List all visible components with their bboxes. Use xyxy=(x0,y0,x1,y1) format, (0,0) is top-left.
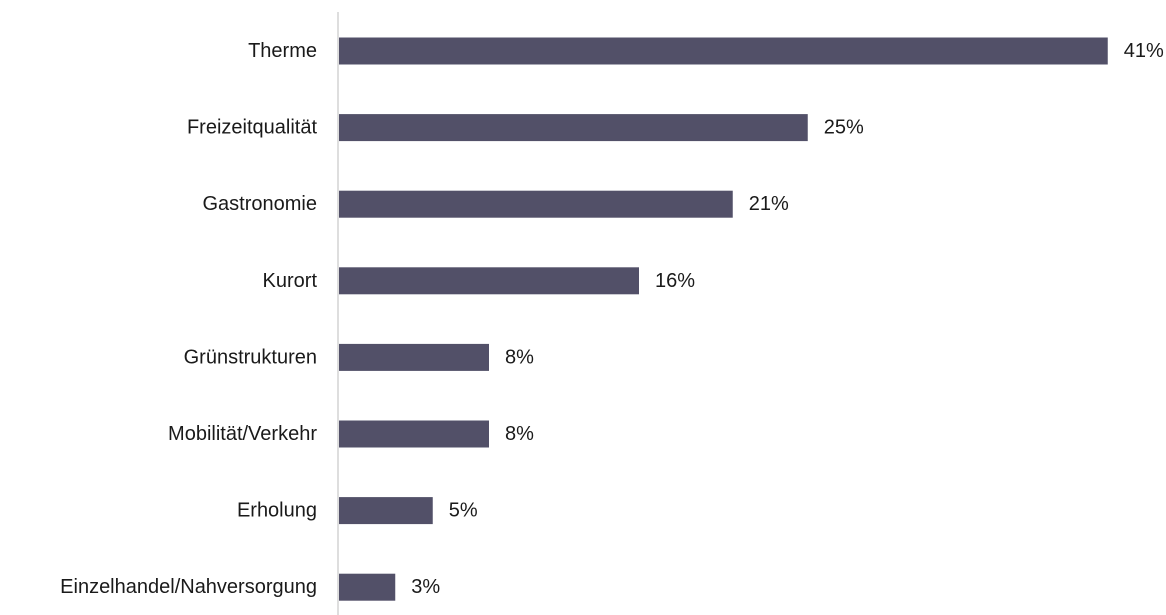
bar xyxy=(339,37,1108,65)
category-label: Kurort xyxy=(263,270,318,292)
value-label: 5% xyxy=(449,500,478,522)
category-label: Therme xyxy=(248,40,317,62)
value-label: 41% xyxy=(1124,40,1164,62)
value-label: 8% xyxy=(505,346,534,368)
value-label: 25% xyxy=(824,117,864,139)
bar xyxy=(339,114,808,142)
bar xyxy=(339,190,733,218)
category-label: Mobilität/Verkehr xyxy=(168,423,317,445)
value-label: 3% xyxy=(411,576,440,598)
category-label: Gastronomie xyxy=(203,193,318,215)
category-label: Erholung xyxy=(237,500,317,522)
bar xyxy=(339,420,489,448)
bars-layer: Therme 41% Freizeitqualität 25% Gastronomie 2… xyxy=(60,37,1164,601)
value-label: 16% xyxy=(655,270,695,292)
bar xyxy=(339,267,639,295)
bar xyxy=(339,497,433,525)
category-label: Einzelhandel/Nahversorgung xyxy=(60,576,317,598)
value-label: 8% xyxy=(505,423,534,445)
bar xyxy=(339,343,489,371)
category-label: Freizeitqualität xyxy=(187,117,318,139)
bar xyxy=(339,573,396,601)
category-label: Grünstrukturen xyxy=(184,346,317,368)
value-label: 21% xyxy=(749,193,789,215)
